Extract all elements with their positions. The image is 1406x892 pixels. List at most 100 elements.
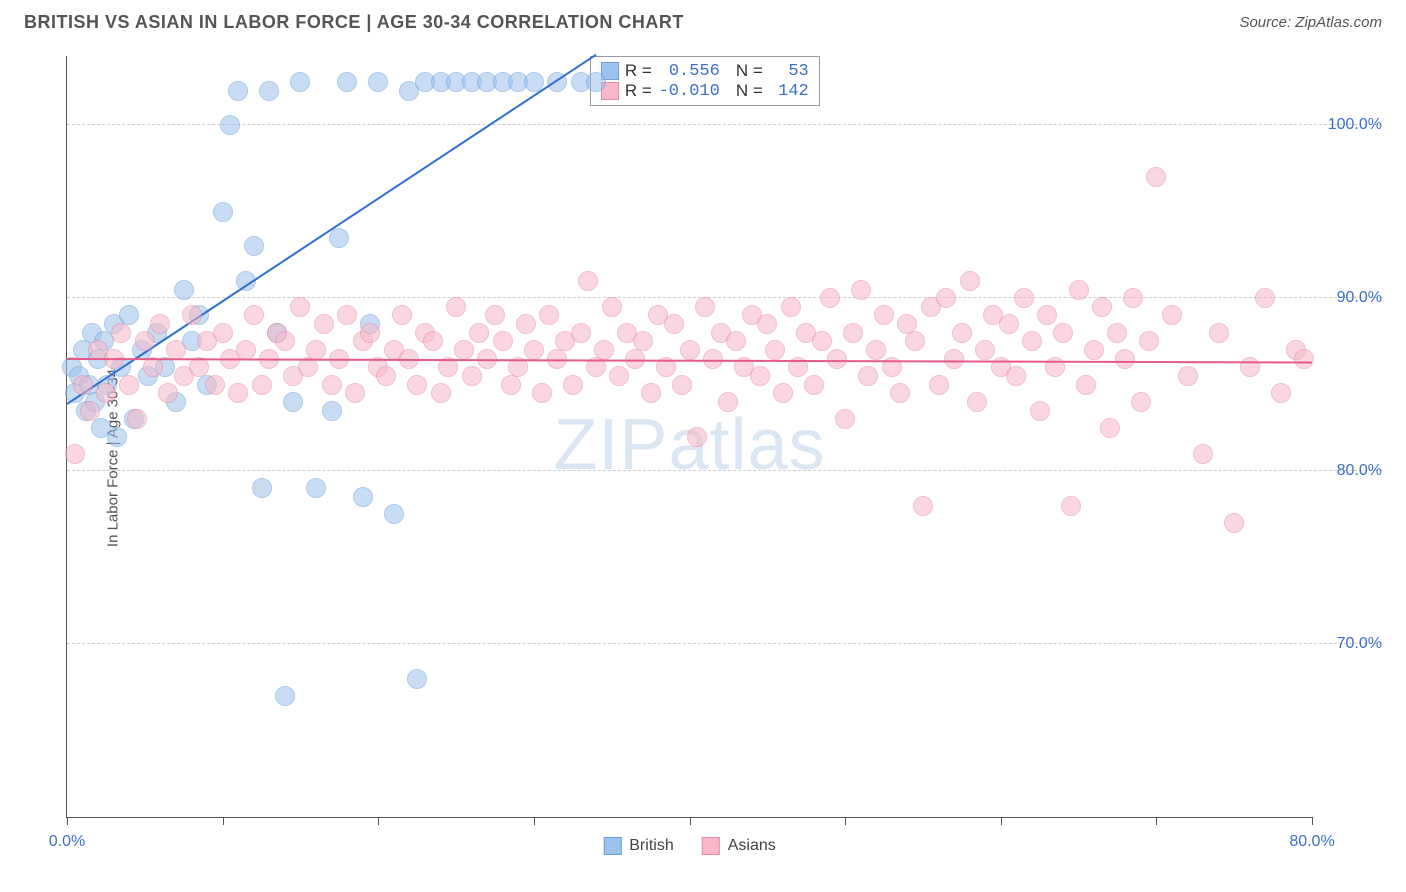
data-point (944, 349, 964, 369)
data-point (150, 314, 170, 334)
x-tick (67, 817, 68, 825)
data-point (1224, 513, 1244, 533)
legend-row: R =-0.010N =142 (601, 81, 809, 101)
r-value: 0.556 (658, 62, 720, 81)
data-point (1014, 288, 1034, 308)
data-point (493, 331, 513, 351)
data-point (773, 383, 793, 403)
x-tick-label: 80.0% (1289, 833, 1334, 851)
data-point (539, 305, 559, 325)
data-point (757, 314, 777, 334)
data-point (1053, 323, 1073, 343)
data-point (1139, 331, 1159, 351)
y-tick-label: 100.0% (1320, 116, 1382, 134)
data-point (594, 340, 614, 360)
data-point (244, 305, 264, 325)
data-point (205, 375, 225, 395)
data-point (306, 478, 326, 498)
chart-title: BRITISH VS ASIAN IN LABOR FORCE | AGE 30… (24, 12, 684, 33)
data-point (1076, 375, 1096, 395)
data-point (1107, 323, 1127, 343)
data-point (718, 392, 738, 412)
x-tick (1156, 817, 1157, 825)
data-point (252, 478, 272, 498)
watermark-bold: ZIP (553, 405, 668, 485)
data-point (290, 72, 310, 92)
data-point (524, 340, 544, 360)
data-point (135, 331, 155, 351)
data-point (446, 297, 466, 317)
data-point (1084, 340, 1104, 360)
data-point (454, 340, 474, 360)
data-point (563, 375, 583, 395)
data-point (820, 288, 840, 308)
n-label: N = (736, 81, 763, 101)
data-point (283, 392, 303, 412)
x-tick (378, 817, 379, 825)
data-point (664, 314, 684, 334)
data-point (73, 375, 93, 395)
data-point (1115, 349, 1135, 369)
data-point (1069, 280, 1089, 300)
data-point (174, 280, 194, 300)
data-point (1178, 366, 1198, 386)
data-point (516, 314, 536, 334)
legend-item: Asians (702, 837, 776, 855)
data-point (384, 504, 404, 524)
data-point (1271, 383, 1291, 403)
data-point (578, 271, 598, 291)
data-point (532, 383, 552, 403)
data-point (275, 331, 295, 351)
data-point (236, 340, 256, 360)
x-tick (534, 817, 535, 825)
r-value: -0.010 (658, 82, 720, 101)
correlation-legend: R =0.556N =53R =-0.010N =142 (590, 56, 820, 106)
data-point (960, 271, 980, 291)
data-point (220, 115, 240, 135)
x-tick-label: 0.0% (49, 833, 85, 851)
data-point (368, 72, 388, 92)
data-point (812, 331, 832, 351)
data-point (913, 496, 933, 516)
data-point (107, 427, 127, 447)
data-point (469, 323, 489, 343)
data-point (1146, 167, 1166, 187)
data-point (1022, 331, 1042, 351)
data-point (322, 375, 342, 395)
data-point (703, 349, 723, 369)
data-point (765, 340, 785, 360)
data-point (1037, 305, 1057, 325)
data-point (586, 72, 606, 92)
data-point (874, 305, 894, 325)
data-point (290, 297, 310, 317)
data-point (1162, 305, 1182, 325)
data-point (1006, 366, 1026, 386)
data-point (695, 297, 715, 317)
data-point (485, 305, 505, 325)
data-point (501, 375, 521, 395)
data-point (337, 72, 357, 92)
gridline (67, 297, 1382, 298)
data-point (1123, 288, 1143, 308)
legend-row: R =0.556N =53 (601, 61, 809, 81)
r-label: R = (625, 81, 652, 101)
data-point (633, 331, 653, 351)
data-point (1030, 401, 1050, 421)
r-label: R = (625, 61, 652, 81)
source-label: Source: ZipAtlas.com (1239, 14, 1382, 31)
y-tick-label: 80.0% (1320, 462, 1382, 480)
y-tick-label: 90.0% (1320, 289, 1382, 307)
data-point (827, 349, 847, 369)
data-point (1294, 349, 1314, 369)
data-point (1092, 297, 1112, 317)
data-point (259, 81, 279, 101)
data-point (213, 323, 233, 343)
chart-header: BRITISH VS ASIAN IN LABOR FORCE | AGE 30… (0, 0, 1406, 41)
data-point (407, 669, 427, 689)
x-tick (845, 817, 846, 825)
data-point (462, 366, 482, 386)
data-point (314, 314, 334, 334)
data-point (1193, 444, 1213, 464)
data-point (975, 340, 995, 360)
legend-label: British (629, 837, 673, 855)
